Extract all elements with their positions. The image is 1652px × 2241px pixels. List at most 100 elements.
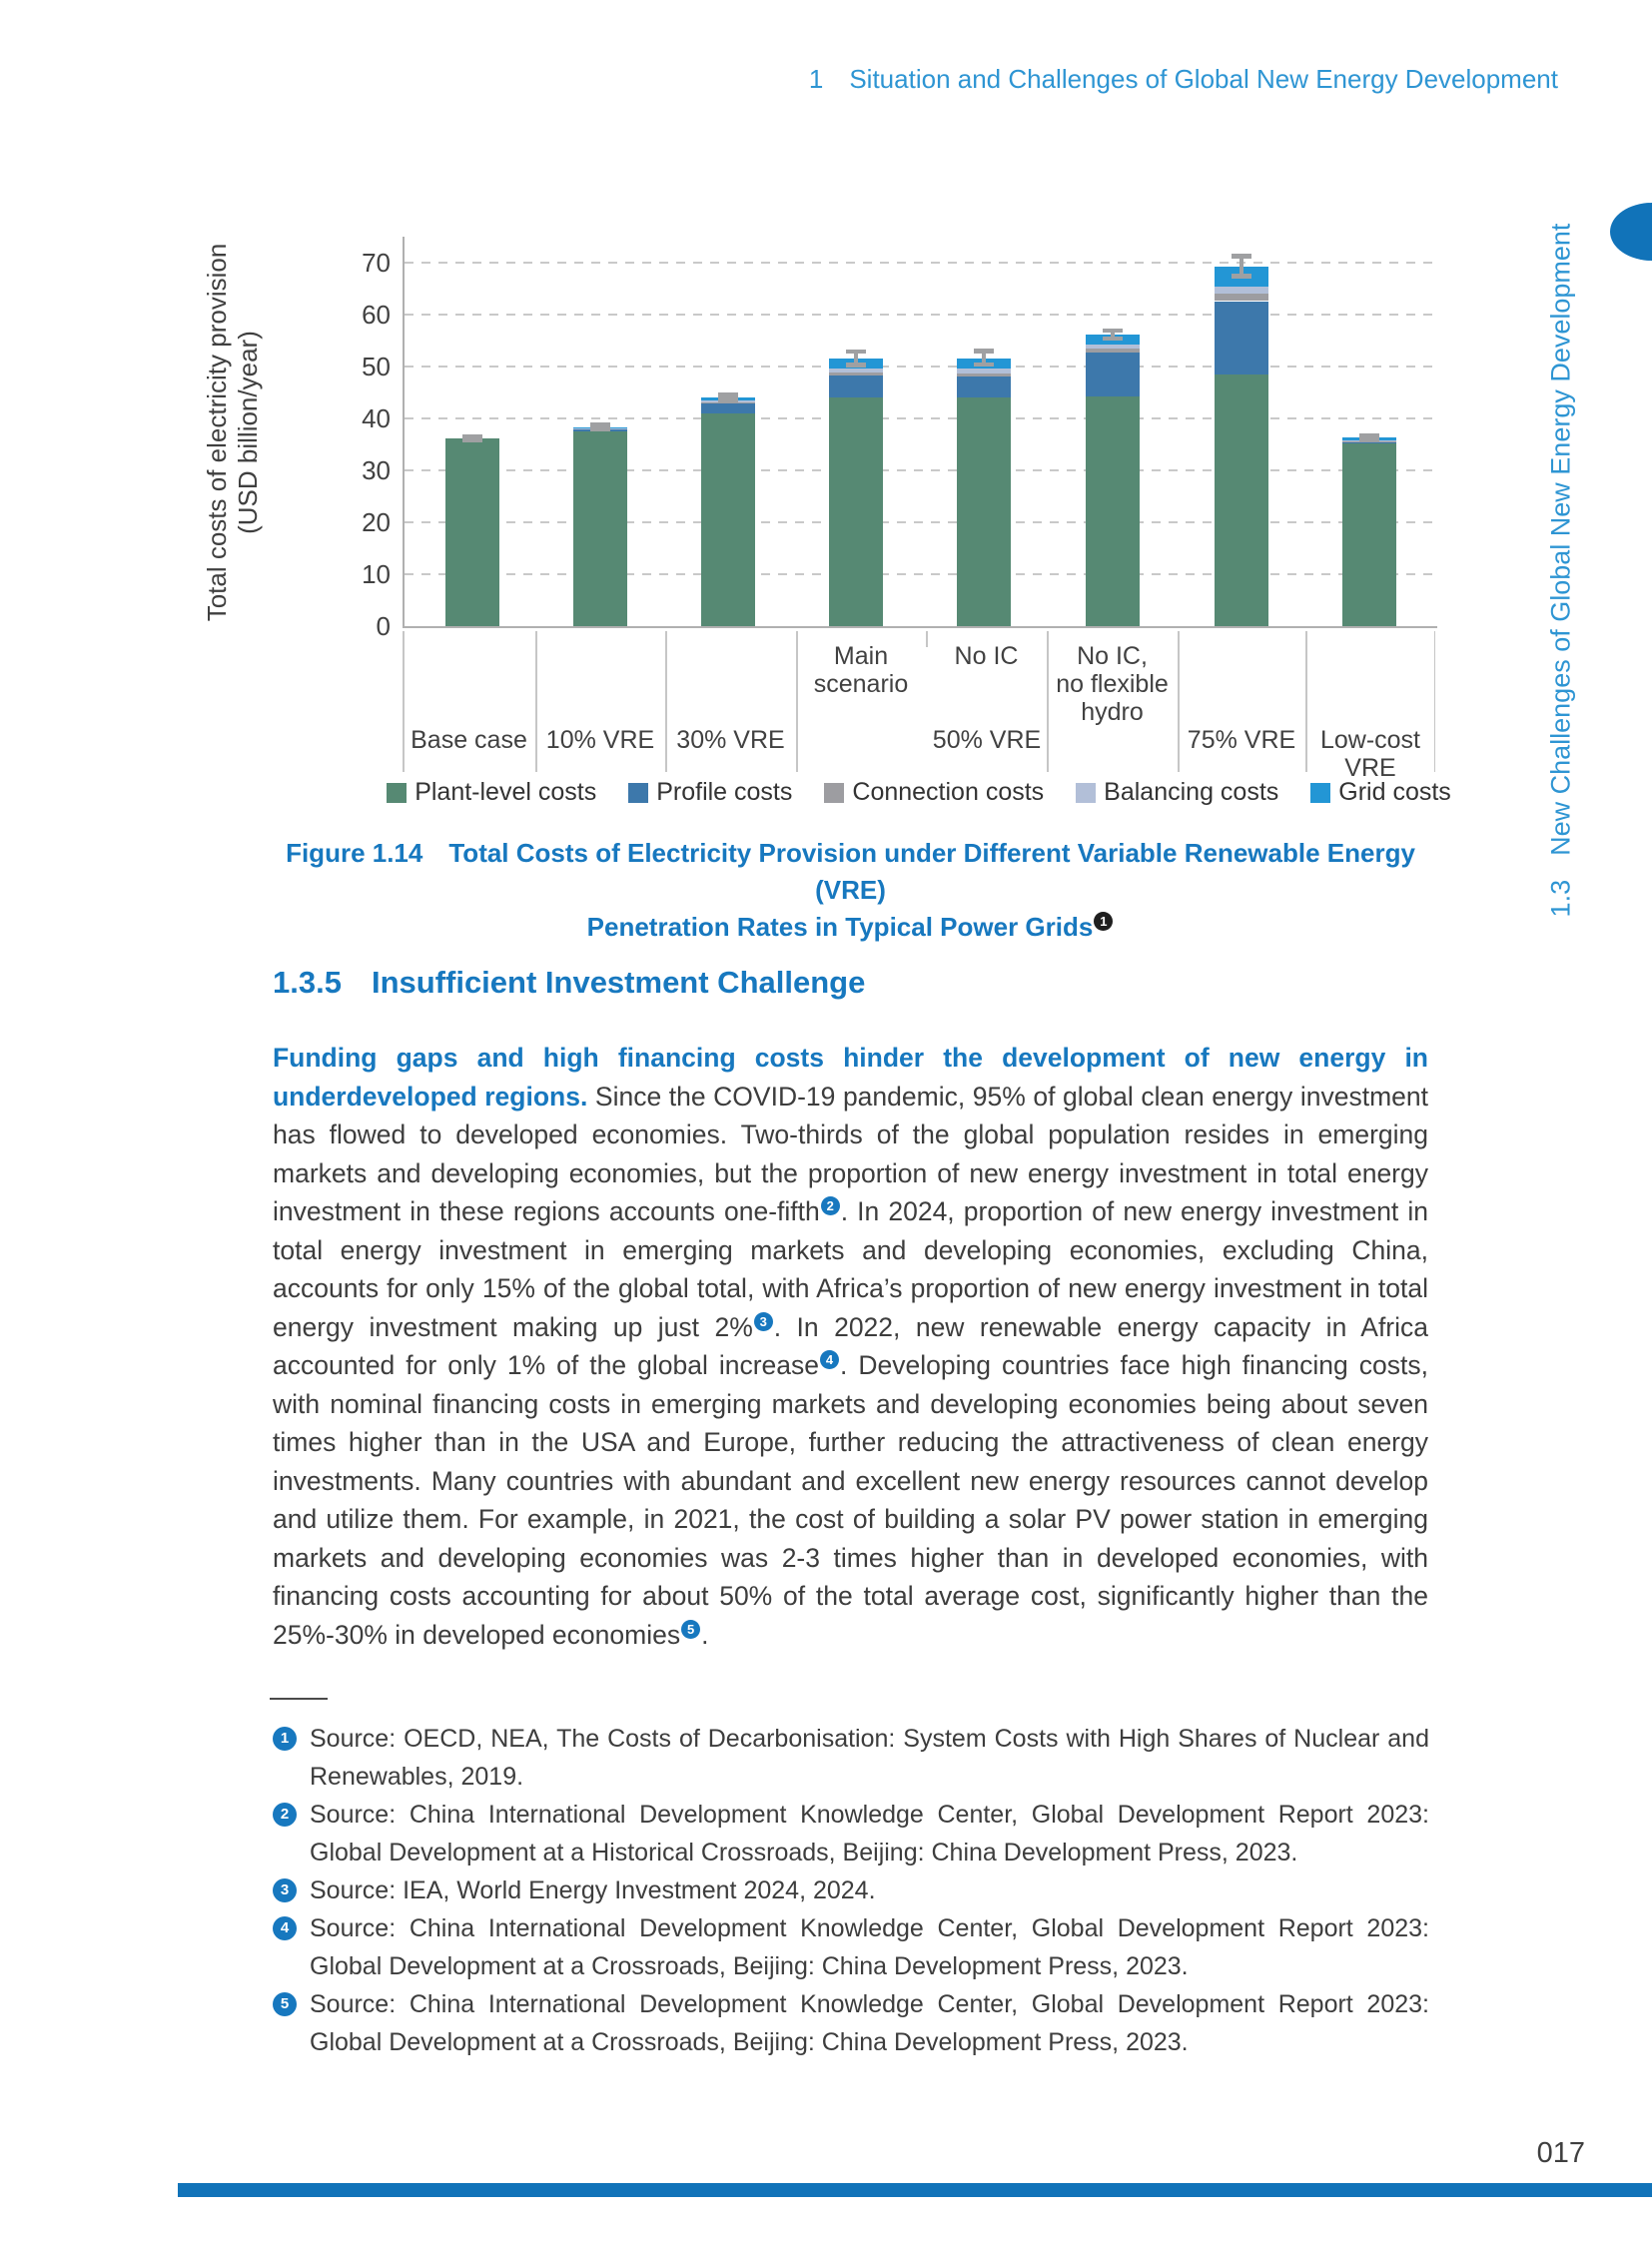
bar-segment-profile — [829, 375, 883, 398]
axis-group-separator — [665, 631, 667, 772]
chapter-title: Situation and Challenges of Global New E… — [849, 64, 1558, 94]
caption-title-part1: Total Costs of Electricity Provision und… — [448, 838, 1415, 905]
y-tick-label: 30 — [362, 455, 391, 485]
footnote-marker: 3 — [273, 1878, 297, 1902]
section-title: Insufficient Investment Challenge — [371, 965, 866, 1000]
page-number: 017 — [1536, 2137, 1585, 2169]
footnote-ref-superscript: 5 — [681, 1619, 701, 1639]
footnote-ref-superscript: 4 — [820, 1350, 839, 1369]
bar-segment-plant — [1215, 374, 1268, 626]
y-tick-label: 60 — [362, 300, 391, 330]
caption-line2: Penetration Rates in Typical Power Grids… — [273, 909, 1428, 946]
y-tick-label: 40 — [362, 403, 391, 433]
legend-swatch-balancing — [1076, 782, 1097, 803]
y-axis-title-line1: Total costs of electricity provision — [202, 243, 232, 622]
chart-bar — [701, 237, 755, 626]
error-bar-cap — [462, 433, 482, 439]
figure-label: Figure 1.14 — [286, 838, 423, 868]
error-bar-cap — [1103, 328, 1123, 334]
y-tick-label: 50 — [362, 352, 391, 381]
error-bar-cap — [1232, 274, 1251, 279]
gridline — [405, 416, 1437, 419]
footnote-item: 1 Source: OECD, NEA, The Costs of Decarbo… — [273, 1720, 1429, 1796]
group-label: 30% VRE — [676, 726, 785, 754]
bar-segment-connection — [701, 401, 755, 404]
bar-segment-connection — [829, 373, 883, 376]
caption-line1: Figure 1.14 Total Costs of Electricity Pr… — [273, 835, 1428, 909]
gridline — [405, 261, 1437, 264]
caption-title-part2: Penetration Rates in Typical Power Grids — [586, 912, 1094, 942]
error-bar-cap — [846, 349, 866, 355]
chart-bar — [957, 237, 1011, 626]
legend-swatch-grid — [1310, 782, 1331, 803]
y-tick-label: 0 — [376, 611, 391, 641]
section-heading: 1.3.5 Insufficient Investment Challenge — [273, 965, 865, 1001]
sidebar-section-label: New Challenges of Global New Energy Deve… — [1545, 223, 1576, 856]
group-label: 10% VRE — [545, 726, 655, 754]
legend-item: Profile costs — [628, 778, 792, 807]
error-bar-cap — [718, 397, 738, 402]
y-tick-label: 20 — [362, 507, 391, 537]
bar-segment-plant — [1086, 395, 1140, 626]
error-bar-cap — [462, 437, 482, 443]
footnote-item: 2 Source: China International Development… — [273, 1796, 1429, 1871]
footnote-text: Source: OECD, NEA, The Costs of Decarbon… — [310, 1725, 1429, 1791]
error-bar-cap — [974, 362, 994, 368]
footnote-marker: 2 — [273, 1803, 297, 1827]
error-bar — [982, 351, 986, 366]
legend-label: Plant-level costs — [414, 778, 597, 806]
chapter-header: 1 Situation and Challenges of Global New … — [809, 64, 1558, 95]
bar-segment-balancing — [1086, 345, 1140, 350]
error-bar — [726, 394, 730, 400]
error-bar — [1111, 331, 1115, 340]
error-bar-cap — [718, 392, 738, 397]
legend-label: Grid costs — [1338, 778, 1451, 806]
chart-bar — [1342, 237, 1396, 626]
footnote-ref-superscript: 2 — [820, 1196, 840, 1215]
sidebar-section-title: 1.3 New Challenges of Global New Energy D… — [1546, 224, 1577, 918]
legend-label: Profile costs — [656, 778, 793, 806]
footnote-marker: 1 — [273, 1727, 297, 1751]
axis-group-separator — [1433, 631, 1436, 772]
footnote-marker: 5 — [273, 1992, 297, 2016]
chart-y-axis-title: Total costs of electricity provision (US… — [202, 244, 264, 622]
bar-segment-connection — [957, 373, 1011, 377]
bar-segment-connection — [1342, 440, 1396, 443]
footnote-text: Source: China International Development … — [310, 1914, 1429, 1980]
error-bar — [854, 352, 858, 366]
legend-swatch-connection — [824, 782, 845, 803]
footnote-item: 4 Source: China International Development… — [273, 1909, 1429, 1985]
legend-label: Connection costs — [852, 778, 1045, 806]
paragraph-run: Since the COVID-19 pandemic, 95% of glob… — [273, 1081, 1428, 1227]
bar-segment-profile — [957, 376, 1011, 398]
error-bar-cap — [1103, 336, 1123, 342]
bar-segment-profile — [701, 403, 755, 413]
chapter-number: 1 — [808, 64, 824, 94]
footnote-text: Source: IEA, World Energy Investment 202… — [310, 1876, 876, 1904]
bar-segment-plant — [957, 397, 1011, 626]
paragraph-run: . Developing countries face high financi… — [273, 1350, 1428, 1650]
legend-label: Balancing costs — [1104, 778, 1279, 806]
bar-segment-plant — [829, 397, 883, 626]
plot-area: 0 10 20 30 40 50 60 70 — [362, 237, 1437, 641]
axis-group-separator — [403, 631, 405, 772]
gridline — [405, 313, 1437, 316]
chart-legend: Plant-level costs Profile costs Connection… — [387, 778, 1451, 807]
paragraph-run: . In 2024, proportion of new energy inve… — [273, 1196, 1428, 1342]
axis-group-separator — [535, 631, 537, 772]
footnote-text: Source: China International Development … — [310, 1990, 1429, 2056]
legend-item: Balancing costs — [1076, 778, 1278, 807]
footnote-rule — [270, 1698, 328, 1700]
footnote-text: Source: China International Development … — [310, 1801, 1429, 1867]
bar-segment-plant — [573, 431, 627, 626]
sub-group-label: Main scenario — [813, 642, 909, 698]
sidebar-section-number: 1.3 — [1545, 879, 1576, 918]
axis-group-separator — [796, 631, 798, 772]
paragraph-run: . — [701, 1619, 709, 1650]
error-bar-cap — [590, 426, 610, 431]
caption-footnote-ref: 1 — [1094, 912, 1114, 931]
bar-segment-profile — [1086, 353, 1140, 396]
legend-swatch-plant — [387, 782, 408, 803]
y-tick-label: 10 — [362, 559, 391, 589]
